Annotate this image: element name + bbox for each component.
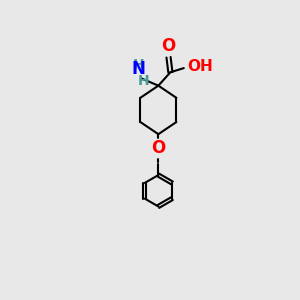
Text: H: H [133, 58, 144, 72]
Text: N: N [131, 60, 145, 78]
Text: O: O [151, 140, 166, 158]
Text: OH: OH [187, 59, 213, 74]
Text: H: H [137, 74, 149, 88]
Text: O: O [161, 38, 176, 56]
